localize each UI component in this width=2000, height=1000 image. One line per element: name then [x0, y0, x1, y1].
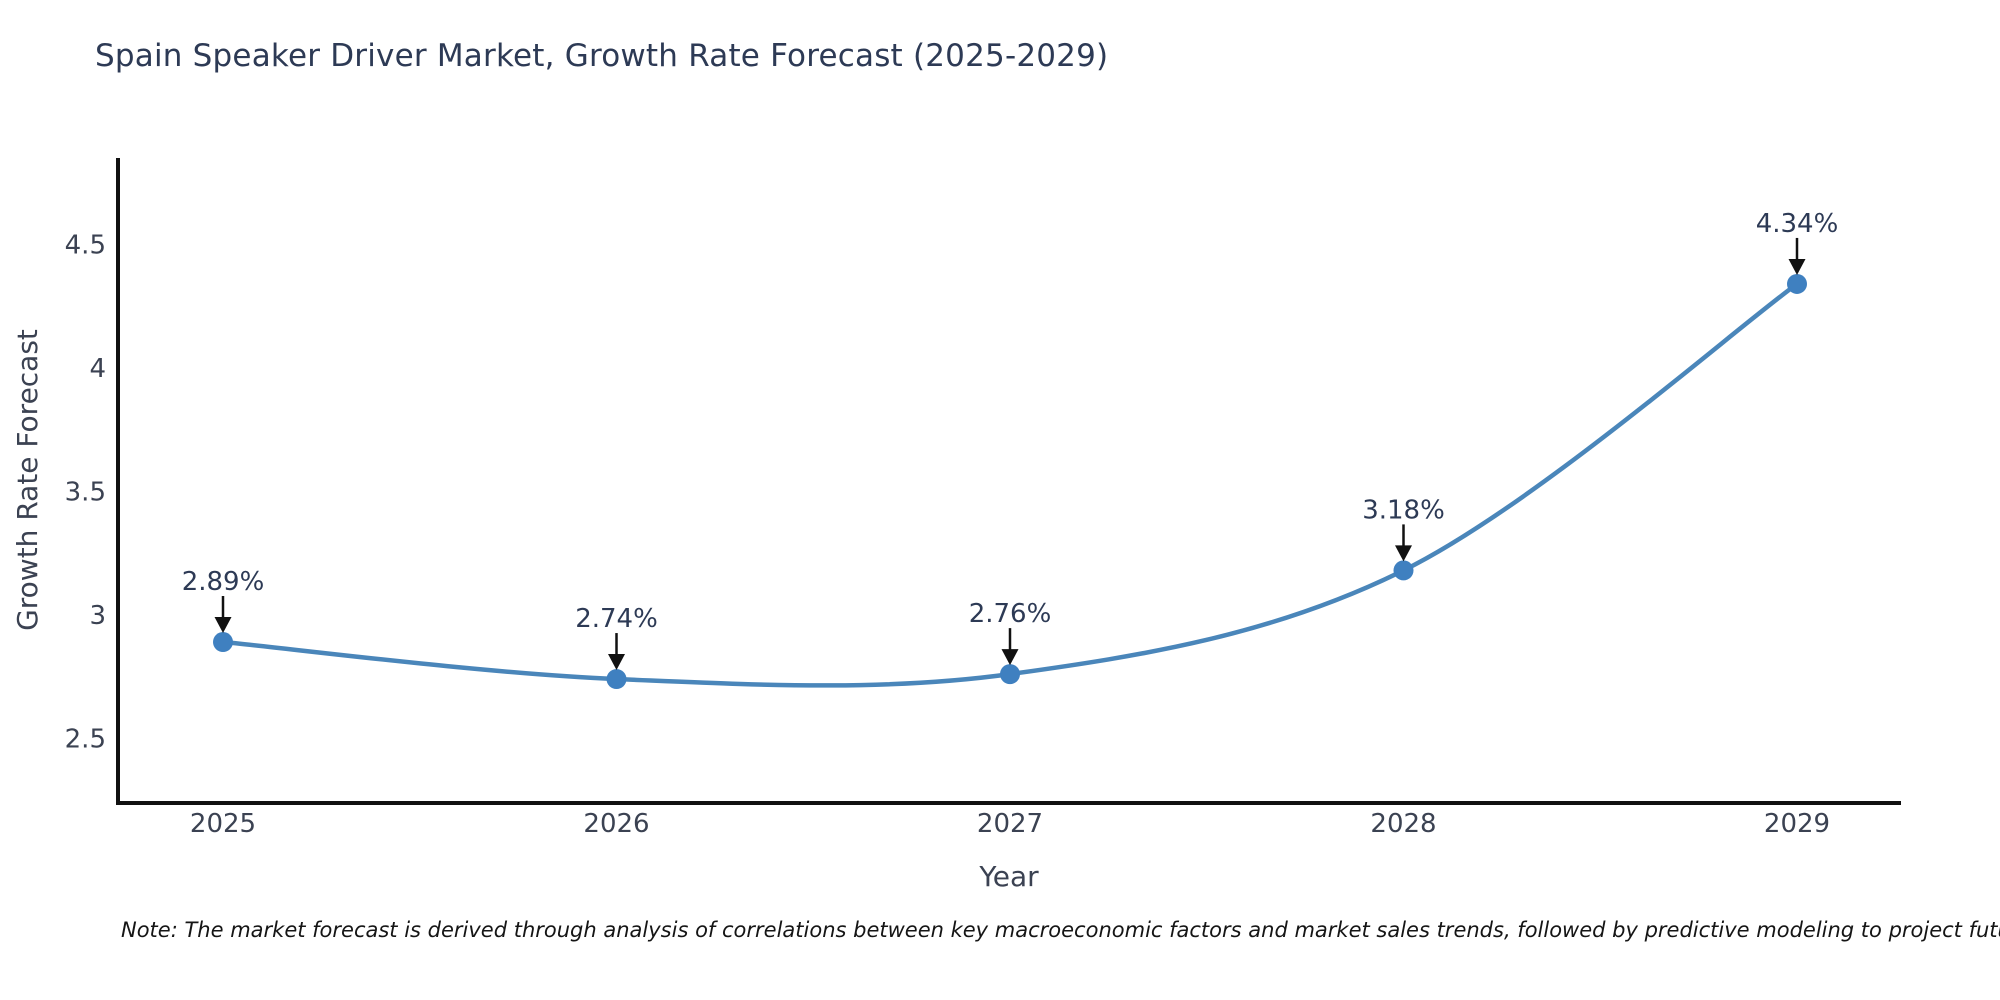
y-tick-label: 4.5	[65, 230, 106, 260]
annotation-label: 2.76%	[969, 599, 1052, 629]
forecast-line	[220, 281, 1800, 688]
x-tick-label: 2025	[190, 809, 256, 839]
annotation-arrow-head	[1788, 258, 1806, 275]
annotation-arrow-head	[1395, 545, 1412, 562]
footnote: Note: The market forecast is derived thr…	[121, 918, 2000, 942]
annotation-label: 2.89%	[182, 567, 265, 597]
data-point-marker	[1000, 664, 1020, 685]
y-tick-label: 4	[89, 354, 106, 384]
x-tick-label: 2028	[1370, 809, 1436, 839]
x-tick-label: 2029	[1764, 809, 1830, 839]
annotation-arrow-head	[608, 654, 625, 671]
x-tick-label: 2027	[977, 809, 1043, 839]
y-tick-label: 2.5	[65, 724, 106, 754]
annotation-label: 3.18%	[1362, 495, 1445, 525]
data-point-marker	[213, 632, 233, 653]
annotation-arrow-head	[214, 617, 232, 634]
data-point-marker	[1393, 560, 1414, 581]
data-point-marker	[1787, 273, 1807, 294]
y-axis-title: Growth Rate Forecast	[11, 329, 44, 631]
y-tick-label: 3.5	[65, 477, 106, 507]
y-tick-label: 3	[89, 601, 106, 631]
annotation-label: 4.34%	[1756, 209, 1839, 239]
annotation-arrow-head	[1001, 649, 1019, 666]
annotation-label: 2.74%	[575, 604, 658, 634]
data-point-marker	[606, 669, 627, 690]
x-tick-label: 2026	[583, 809, 649, 839]
chart-title: Spain Speaker Driver Market, Growth Rate…	[95, 38, 1109, 74]
x-axis-title: Year	[979, 860, 1039, 893]
